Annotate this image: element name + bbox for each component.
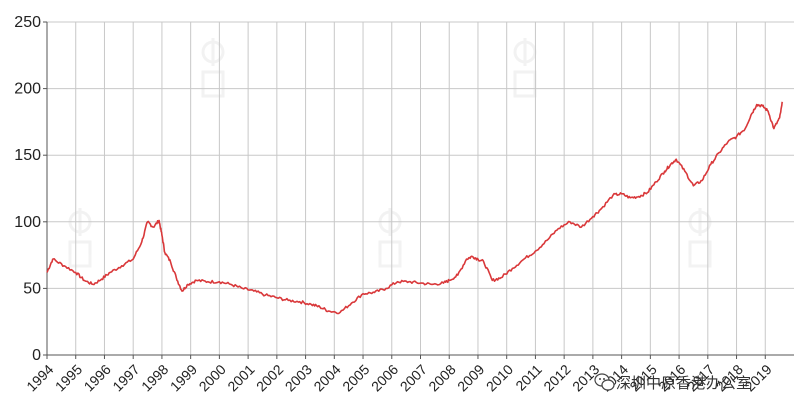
x-tick-label: 2002 [253, 361, 286, 394]
wechat-icon [594, 373, 615, 391]
x-tick-label: 2012 [540, 361, 573, 394]
x-tick-label: 1996 [81, 361, 114, 394]
background-watermarks [68, 38, 712, 268]
x-tick-label: 1995 [52, 361, 85, 394]
series-line [46, 101, 784, 315]
x-tick-label: 1994 [23, 361, 56, 394]
y-tick-label: 100 [14, 214, 41, 231]
watermark-text: 深圳中原香港办公室 [616, 374, 751, 392]
x-tick-label: 2006 [368, 361, 401, 394]
logo-watermark-icon [201, 38, 225, 98]
x-tick-label: 2004 [310, 361, 343, 394]
x-tick-label: 2009 [454, 361, 487, 394]
series-layer [46, 101, 784, 315]
y-tick-label: 0 [32, 347, 41, 364]
x-tick-label: 1997 [109, 361, 142, 394]
wechat-watermark: 深圳中原香港办公室 [594, 373, 751, 392]
y-tick-label: 150 [14, 147, 41, 164]
y-tick-label: 50 [23, 280, 41, 297]
logo-watermark-icon [688, 208, 712, 268]
y-tick-label: 200 [14, 81, 41, 98]
logo-watermark-icon [378, 208, 402, 268]
x-tick-label: 2010 [483, 361, 516, 394]
y-axis-ticks: 0 50 100 150 200 250 [14, 14, 47, 364]
logo-watermark-icon [513, 38, 537, 98]
y-tick-label: 250 [14, 14, 41, 31]
x-tick-label: 2000 [196, 361, 229, 394]
x-tick-label: 2005 [339, 361, 372, 394]
x-tick-label: 2011 [512, 361, 545, 394]
grid-lines [46, 21, 794, 356]
x-tick-label: 1999 [167, 361, 200, 394]
logo-watermark-icon [68, 208, 92, 268]
x-tick-label: 2003 [282, 361, 315, 394]
x-tick-label: 2008 [425, 361, 458, 394]
x-tick-label: 2007 [397, 361, 430, 394]
x-tick-label: 2001 [224, 361, 257, 394]
x-tick-label: 1998 [138, 361, 171, 394]
